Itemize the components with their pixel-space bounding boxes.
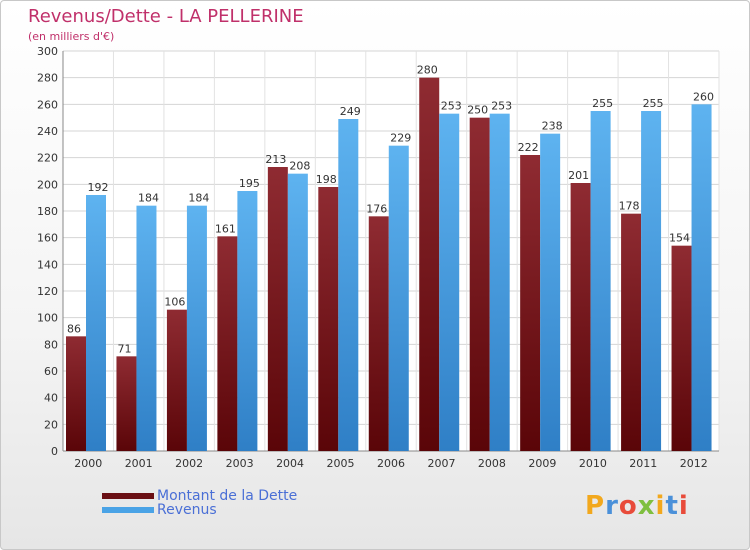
- bar-revenus: [388, 145, 409, 451]
- data-label-revenus: 192: [88, 181, 109, 194]
- bar-revenus: [439, 113, 460, 452]
- bar-dette: [318, 187, 339, 451]
- data-label-dette: 250: [467, 104, 488, 117]
- data-label-revenus: 255: [592, 97, 613, 110]
- x-tick-label: 2003: [226, 457, 254, 470]
- data-label-dette: 178: [619, 200, 640, 213]
- bar-revenus: [338, 119, 359, 451]
- y-tick-label: 40: [44, 392, 58, 405]
- x-tick-label: 2006: [377, 457, 405, 470]
- y-tick-label: 20: [44, 418, 58, 431]
- bar-dette: [166, 309, 187, 451]
- x-tick-label: 2001: [125, 457, 153, 470]
- y-tick-label: 240: [37, 125, 58, 138]
- y-tick-label: 280: [37, 72, 58, 85]
- y-tick-label: 140: [37, 258, 58, 271]
- bar-dette: [671, 245, 692, 451]
- legend-item-dette: Montant de la Dette: [102, 489, 297, 503]
- y-tick-label: 100: [37, 312, 58, 325]
- y-tick-label: 220: [37, 152, 58, 165]
- x-tick-label: 2007: [427, 457, 455, 470]
- y-tick-label: 60: [44, 365, 58, 378]
- bar-revenus: [540, 133, 561, 451]
- x-tick-label: 2010: [579, 457, 607, 470]
- x-tick-label: 2011: [629, 457, 657, 470]
- logo-letter: P: [585, 491, 606, 521]
- y-tick-label: 160: [37, 232, 58, 245]
- legend-item-revenus: Revenus: [102, 503, 217, 517]
- bar-dette: [520, 155, 541, 451]
- bar-dette: [267, 167, 288, 451]
- logo-letter: i: [655, 491, 666, 521]
- legend-swatch-dette: [102, 493, 154, 499]
- bar-dette: [66, 336, 86, 451]
- x-tick-label: 2000: [74, 457, 102, 470]
- bar-revenus: [237, 191, 258, 451]
- bar-revenus: [287, 173, 308, 451]
- legend-label-dette: Montant de la Dette: [157, 488, 298, 504]
- bar-revenus: [590, 111, 611, 451]
- data-label-dette: 86: [67, 322, 81, 335]
- logo-letter: x: [637, 491, 656, 521]
- bar-dette: [570, 183, 591, 451]
- bar-revenus: [136, 205, 157, 451]
- x-tick-label: 2002: [175, 457, 203, 470]
- bar-dette: [469, 117, 490, 452]
- bar-revenus: [86, 195, 106, 451]
- data-label-dette: 71: [117, 342, 131, 355]
- bar-revenus: [641, 111, 662, 451]
- data-label-revenus: 238: [542, 120, 563, 133]
- data-label-dette: 213: [265, 153, 286, 166]
- data-label-dette: 201: [568, 169, 589, 182]
- y-tick-label: 0: [51, 445, 58, 458]
- legend-label-revenus: Revenus: [157, 502, 217, 518]
- legend-swatch-revenus: [102, 507, 154, 513]
- x-tick-label: 2009: [528, 457, 556, 470]
- data-label-dette: 222: [518, 141, 539, 154]
- chart-title: Revenus/Dette - LA PELLERINE: [28, 6, 304, 27]
- y-tick-label: 80: [44, 338, 58, 351]
- bar-dette: [368, 216, 389, 451]
- data-label-dette: 106: [164, 296, 185, 309]
- bar-dette: [621, 213, 642, 451]
- bar-revenus: [691, 104, 712, 451]
- x-tick-label: 2012: [680, 457, 708, 470]
- y-tick-label: 260: [37, 98, 58, 111]
- data-label-dette: 154: [669, 232, 690, 245]
- data-label-revenus: 253: [491, 100, 512, 113]
- data-label-revenus: 253: [441, 100, 462, 113]
- data-label-revenus: 255: [643, 97, 664, 110]
- logo-letter: r: [605, 491, 619, 521]
- chart-subtitle: (en milliers d'€): [28, 30, 115, 43]
- data-label-revenus: 249: [340, 105, 361, 118]
- data-label-revenus: 184: [188, 192, 209, 205]
- data-label-revenus: 195: [239, 177, 260, 190]
- data-label-dette: 161: [215, 222, 236, 235]
- logo-letter: i: [678, 491, 689, 521]
- data-label-dette: 176: [366, 202, 387, 215]
- y-tick-label: 200: [37, 178, 58, 191]
- data-label-revenus: 208: [289, 160, 310, 173]
- data-label-dette: 198: [316, 173, 337, 186]
- bar-dette: [217, 236, 238, 451]
- data-label-dette: 280: [417, 64, 438, 77]
- x-tick-label: 2005: [327, 457, 355, 470]
- bar-dette: [419, 77, 440, 452]
- bar-revenus: [489, 113, 510, 452]
- data-label-revenus: 229: [390, 132, 411, 145]
- y-tick-label: 120: [37, 285, 58, 298]
- logo-letter: o: [618, 491, 638, 521]
- x-tick-label: 2008: [478, 457, 506, 470]
- logo-letter: t: [665, 491, 679, 521]
- data-label-revenus: 184: [138, 192, 159, 205]
- bar-revenus: [186, 205, 207, 451]
- data-label-revenus: 260: [693, 90, 714, 103]
- x-tick-label: 2004: [276, 457, 304, 470]
- y-tick-label: 180: [37, 205, 58, 218]
- bar-dette: [116, 356, 137, 451]
- y-tick-label: 300: [37, 45, 58, 58]
- proxiti-logo: Proxiti: [585, 491, 689, 521]
